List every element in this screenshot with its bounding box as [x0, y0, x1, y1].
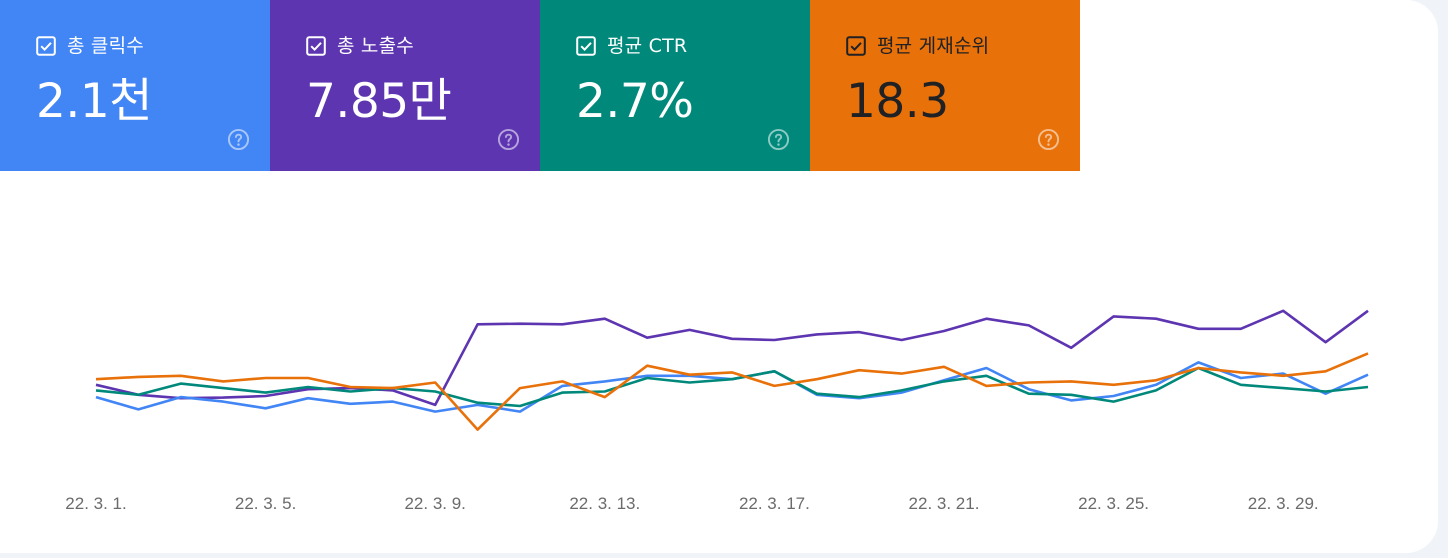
- metric-value: 2.7%: [576, 74, 694, 129]
- performance-line-chart: 22. 3. 1. 22. 3. 5. 22. 3. 9. 22. 3. 13. 22.…: [65, 309, 1369, 513]
- help-circle-icon[interactable]: [1037, 128, 1060, 151]
- chart-x-axis: 22. 3. 1. 22. 3. 5. 22. 3. 9. 22. 3. 13. 22.…: [65, 494, 1318, 513]
- series-line-3: [95, 352, 1369, 431]
- x-axis-tick-label: 22. 3. 1.: [65, 494, 126, 513]
- help-circle-icon[interactable]: [497, 128, 520, 151]
- chart-series-layer: [95, 309, 1369, 431]
- metric-label: 평균 CTR: [607, 35, 688, 57]
- series-line-2: [95, 366, 1369, 408]
- metric-tile-impressions[interactable]: 총 노출수 7.85만: [270, 0, 540, 171]
- metric-tile-header: 평균 CTR: [576, 34, 687, 58]
- metric-value: 2.1천: [36, 74, 153, 129]
- metric-value: 18.3: [846, 74, 949, 129]
- x-axis-tick-label: 22. 3. 9.: [404, 494, 465, 513]
- metric-label: 평균 게재순위: [877, 35, 990, 57]
- metric-tile-position[interactable]: 평균 게재순위 18.3: [810, 0, 1080, 171]
- help-circle-icon[interactable]: [227, 128, 250, 151]
- x-axis-tick-label: 22. 3. 21.: [909, 494, 980, 513]
- metric-tile-clicks[interactable]: 총 클릭수 2.1천: [0, 0, 270, 171]
- series-line-1: [95, 361, 1369, 413]
- x-axis-tick-label: 22. 3. 13.: [569, 494, 640, 513]
- metric-tile-ctr[interactable]: 평균 CTR 2.7%: [540, 0, 810, 171]
- checkbox-checked-icon[interactable]: [306, 36, 326, 56]
- metric-tile-header: 평균 게재순위: [846, 34, 989, 58]
- checkbox-checked-icon[interactable]: [36, 36, 56, 56]
- metric-tile-header: 총 클릭수: [36, 34, 144, 58]
- metric-label: 총 노출수: [337, 35, 414, 57]
- x-axis-tick-label: 22. 3. 5.: [235, 494, 296, 513]
- checkbox-checked-icon[interactable]: [846, 36, 866, 56]
- metric-tiles: 총 클릭수 2.1천 총 노출수 7.85만 평균 CTR: [0, 0, 1080, 171]
- x-axis-tick-label: 22. 3. 25.: [1078, 494, 1149, 513]
- x-axis-tick-label: 22. 3. 29.: [1248, 494, 1319, 513]
- help-circle-icon[interactable]: [767, 128, 790, 151]
- checkbox-checked-icon[interactable]: [576, 36, 596, 56]
- metric-tile-header: 총 노출수: [306, 34, 414, 58]
- metric-value: 7.85만: [306, 74, 452, 129]
- series-line-0: [95, 309, 1369, 407]
- metric-label: 총 클릭수: [67, 35, 144, 57]
- x-axis-tick-label: 22. 3. 17.: [739, 494, 810, 513]
